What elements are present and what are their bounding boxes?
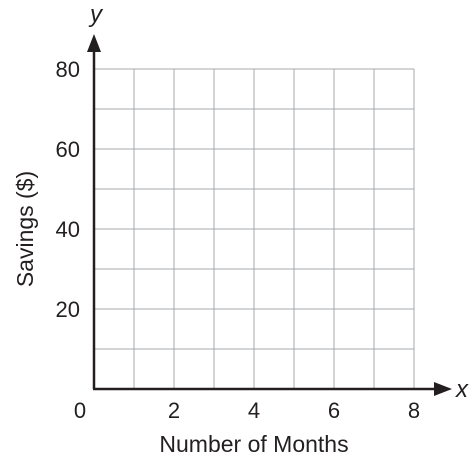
x-axis-title: Number of Months	[159, 431, 348, 457]
y-axis-arrowhead	[87, 34, 101, 52]
grid-lines	[94, 68, 415, 389]
tick-labels: 0 2 4 6 8 20 40 60 80	[56, 57, 421, 423]
y-axis-letter: y	[88, 1, 104, 28]
x-tick-label: 4	[248, 398, 260, 423]
x-tick-label: 0	[74, 398, 86, 423]
x-axis-letter: x	[455, 376, 469, 403]
x-tick-label: 6	[328, 398, 340, 423]
x-axis-arrowhead	[434, 382, 452, 396]
y-tick-label: 20	[56, 297, 80, 322]
y-tick-label: 60	[56, 137, 80, 162]
x-tick-label: 8	[408, 398, 420, 423]
y-tick-label: 80	[56, 57, 80, 82]
axes	[87, 34, 452, 396]
y-tick-label: 40	[56, 217, 80, 242]
x-tick-label: 2	[168, 398, 180, 423]
y-axis-title: Savings ($)	[12, 171, 38, 287]
